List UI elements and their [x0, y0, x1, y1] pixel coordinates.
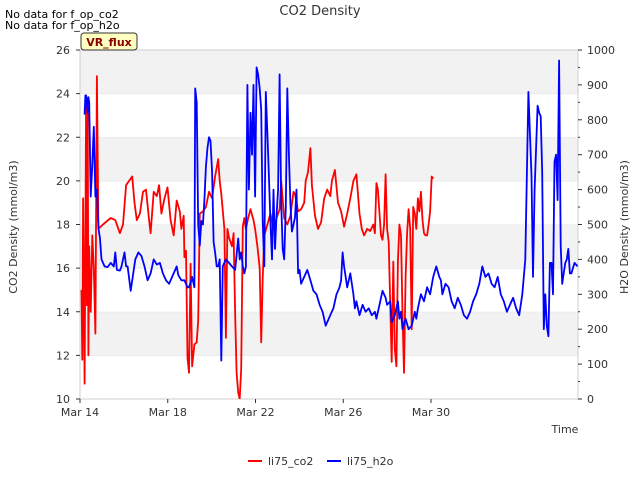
x-tick-label: Mar 26 — [324, 406, 362, 419]
y-right-tick-label: 0 — [587, 393, 594, 406]
vr-flux-label: VR_flux — [86, 36, 132, 49]
legend: li75_co2 li75_h2o — [248, 455, 394, 468]
y-left-tick-label: 10 — [56, 393, 70, 406]
series-line-li75_co2 — [80, 75, 434, 399]
y-axis-left-label: CO2 Density (mmol/m3) — [7, 160, 20, 293]
grid-band — [80, 355, 578, 399]
y-left-tick-label: 14 — [56, 306, 70, 319]
legend-label-h2o: li75_h2o — [347, 455, 394, 468]
grid-band — [80, 93, 578, 138]
y-left-tick-label: 18 — [56, 219, 70, 232]
y-right-tick-label: 600 — [587, 184, 608, 197]
y-right-tick-label: 300 — [587, 288, 608, 301]
legend-label-co2: li75_co2 — [268, 455, 313, 468]
series-lines — [80, 59, 578, 399]
y-left-tick-label: 24 — [56, 88, 70, 101]
y-right-tick-label: 200 — [587, 323, 608, 336]
y-right-tick-label: 900 — [587, 79, 608, 92]
x-axis-label: Time — [551, 423, 579, 436]
x-tick-label: Mar 30 — [412, 406, 450, 419]
y-axis-right-label: H2O Density (mmol/m3) — [618, 160, 631, 294]
no-data-note-co2: No data for f_op_co2 — [5, 8, 119, 21]
y-left-tick-label: 12 — [56, 349, 70, 362]
x-axis: Mar 14 Mar 18 Mar 22 Mar 26 Mar 30 — [61, 399, 450, 419]
y-left-tick-label: 22 — [56, 131, 70, 144]
grid-band — [80, 224, 578, 269]
y-right-tick-label: 500 — [587, 219, 608, 232]
y-right-tick-label: 100 — [587, 358, 608, 371]
series-line-li75_h2o — [83, 59, 578, 362]
vr-flux-badge: VR_flux — [80, 32, 138, 51]
chart-title: CO2 Density — [279, 4, 360, 19]
grid-band — [80, 50, 578, 94]
x-tick-label: Mar 14 — [61, 406, 99, 419]
grid-band — [80, 268, 578, 312]
y-axis-left: 10 12 14 16 18 20 22 24 26 — [56, 44, 80, 406]
y-left-tick-label: 20 — [56, 175, 70, 188]
y-right-tick-label: 1000 — [587, 44, 615, 57]
y-right-tick-label: 700 — [587, 149, 608, 162]
grid-band — [80, 180, 578, 225]
y-right-tick-label: 400 — [587, 253, 608, 266]
y-axis-right: 0 100 200 300 400 500 600 700 800 900 1000 — [578, 44, 615, 406]
x-tick-label: Mar 18 — [149, 406, 187, 419]
y-right-tick-label: 800 — [587, 114, 608, 127]
y-left-tick-label: 16 — [56, 262, 70, 275]
grid-bands — [80, 49, 578, 399]
x-tick-label: Mar 22 — [236, 406, 274, 419]
grid-band — [80, 137, 578, 181]
y-left-tick-label: 26 — [56, 44, 70, 57]
no-data-note-h2o: No data for f_op_h2o — [5, 19, 120, 32]
